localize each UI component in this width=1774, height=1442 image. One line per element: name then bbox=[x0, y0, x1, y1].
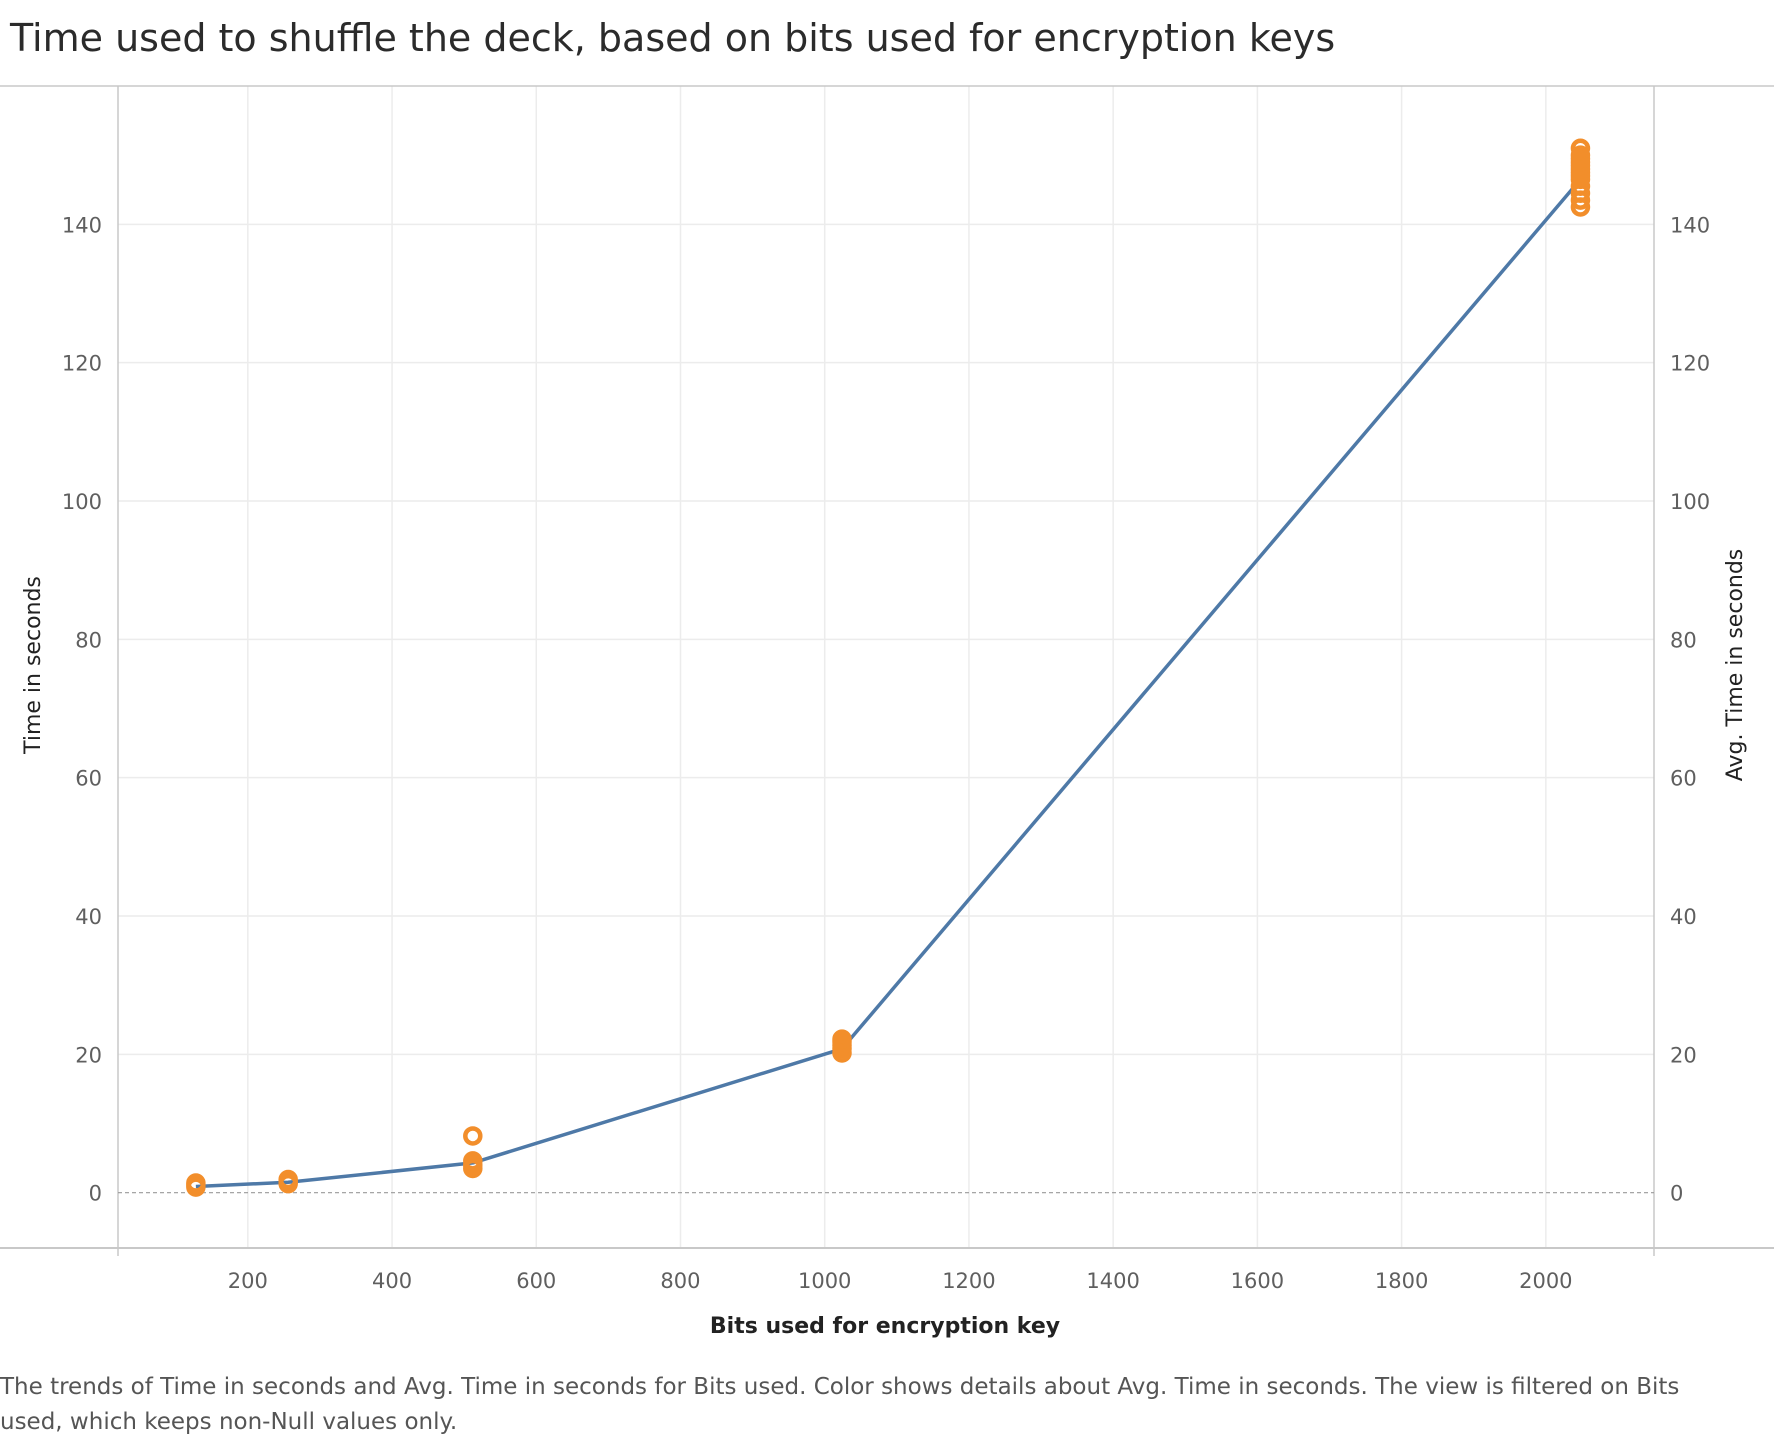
y2-tick-label: 140 bbox=[1670, 213, 1710, 237]
y-tick-label: 40 bbox=[75, 905, 102, 929]
y-tick-labels: 0 20 40 60 80 100 120 140 bbox=[62, 213, 102, 1205]
chart-title: Time used to shuffle the deck, based on … bbox=[10, 16, 1336, 60]
scatter-point bbox=[832, 1029, 852, 1049]
scatter-point bbox=[186, 1173, 206, 1193]
plot-frame bbox=[0, 85, 1774, 1256]
y2-tick-label: 40 bbox=[1670, 905, 1697, 929]
scatter-point bbox=[278, 1169, 298, 1190]
gridlines bbox=[118, 86, 1654, 1248]
scatter-point bbox=[463, 1151, 483, 1171]
y2-axis-title: Avg. Time in seconds bbox=[1723, 549, 1748, 782]
avg-time-line bbox=[195, 178, 1582, 1189]
y-tick-label: 20 bbox=[75, 1043, 102, 1067]
scatter-point bbox=[463, 1126, 483, 1146]
y2-tick-label: 80 bbox=[1670, 628, 1697, 652]
avg-time-line-path bbox=[195, 178, 1582, 1189]
y-tick-label: 60 bbox=[75, 767, 102, 791]
y-tick-label: 100 bbox=[62, 490, 102, 514]
scatter-point bbox=[1570, 145, 1591, 165]
x-tick-label: 200 bbox=[228, 1269, 268, 1293]
y2-tick-label: 100 bbox=[1670, 490, 1710, 514]
x-tick-label: 1200 bbox=[942, 1269, 995, 1293]
x-tick-label: 1600 bbox=[1231, 1269, 1284, 1293]
time-points bbox=[186, 138, 1591, 1197]
y2-tick-label: 60 bbox=[1670, 767, 1697, 791]
y-tick-label: 80 bbox=[75, 628, 102, 652]
x-tick-label: 600 bbox=[516, 1269, 556, 1293]
y2-tick-labels: 0 20 40 60 80 100 120 140 bbox=[1670, 213, 1710, 1205]
scatter-point bbox=[1570, 138, 1591, 158]
x-tick-label: 1000 bbox=[798, 1269, 851, 1293]
x-tick-label: 400 bbox=[372, 1269, 412, 1293]
y-axis-title: Time in seconds bbox=[21, 576, 46, 755]
x-axis-title: Bits used for encryption key bbox=[710, 1314, 1060, 1339]
y-tick-label: 120 bbox=[62, 352, 102, 376]
y2-tick-label: 120 bbox=[1670, 352, 1710, 376]
x-tick-label: 2000 bbox=[1519, 1269, 1572, 1293]
chart-caption: The trends of Time in seconds and Avg. T… bbox=[0, 1374, 1680, 1435]
x-tick-label: 1800 bbox=[1375, 1269, 1428, 1293]
y-tick-label: 0 bbox=[89, 1182, 102, 1206]
x-tick-label: 1400 bbox=[1086, 1269, 1139, 1293]
y2-tick-label: 20 bbox=[1670, 1043, 1697, 1067]
x-tick-labels: 200 400 600 800 1000 1200 1400 1600 1800 2000 bbox=[228, 1269, 1573, 1293]
y-tick-label: 140 bbox=[62, 213, 102, 237]
y2-tick-label: 0 bbox=[1670, 1182, 1683, 1206]
chart-svg: 200 400 600 800 1000 1200 1400 1600 1800 2000 020… bbox=[0, 85, 1774, 1339]
x-tick-label: 800 bbox=[660, 1269, 700, 1293]
